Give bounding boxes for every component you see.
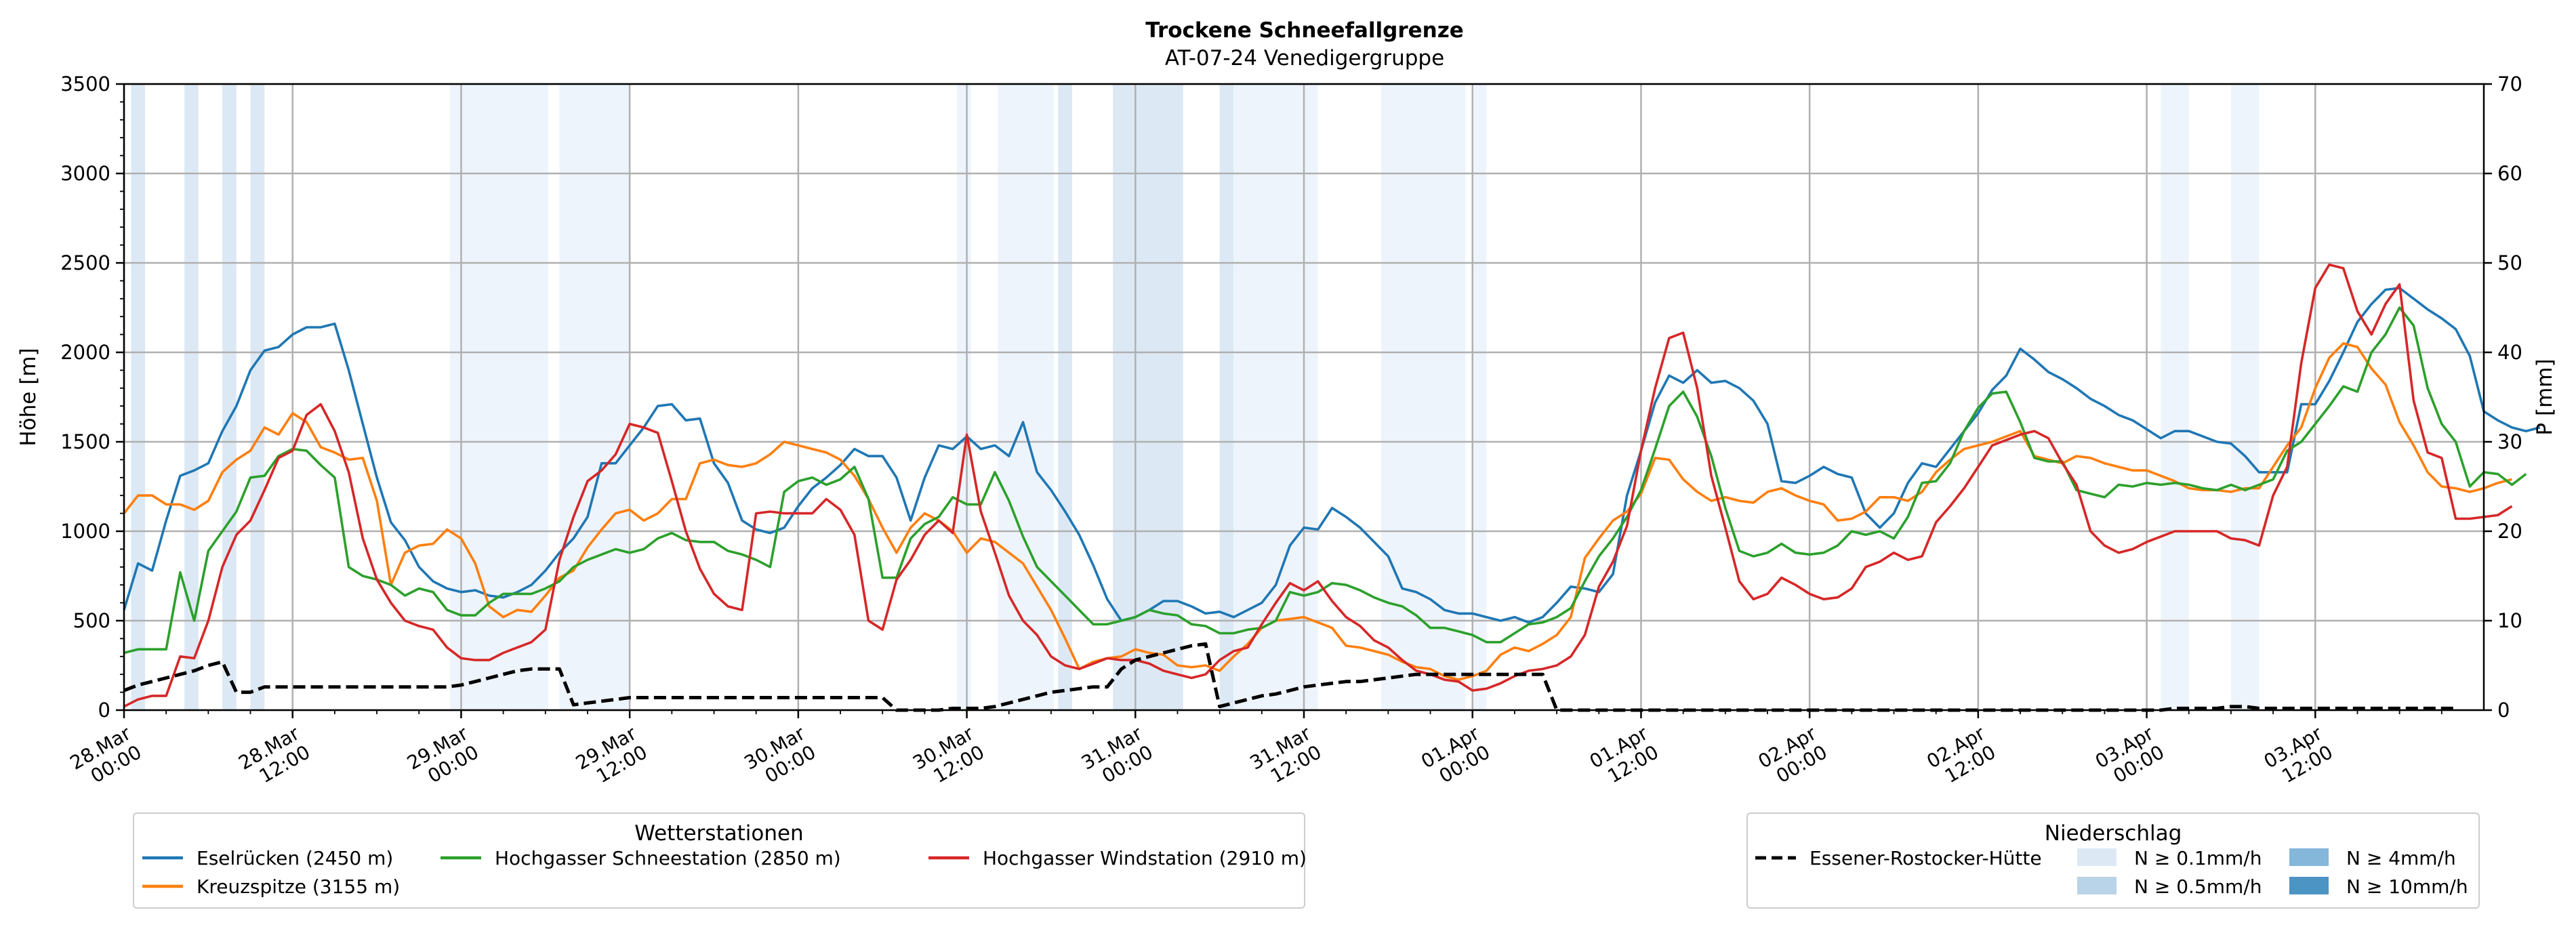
y2-tick-label-4: 40 <box>2497 341 2522 364</box>
precip-label-1: N ≥ 0.5mm/h <box>2134 875 2262 898</box>
y2-tick-label-5: 50 <box>2497 251 2522 274</box>
x-tick-label-12: 03.Apr00:00 <box>2091 722 2168 791</box>
x-tick-label-5: 30.Mar12:00 <box>909 722 988 793</box>
precip-swatch-1 <box>2077 877 2117 894</box>
x-tick-label-2: 29.Mar00:00 <box>403 722 483 793</box>
x-tick-label-7: 31.Mar12:00 <box>1246 722 1326 793</box>
y-tick-label-6: 3000 <box>60 162 110 185</box>
series-line-4 <box>123 642 2456 712</box>
precip-band-0 <box>131 84 146 710</box>
grid-lines <box>123 83 2484 711</box>
y-axis-label: Höhe [m] <box>16 348 41 446</box>
x-axis-ticks: 28.Mar00:00 28.Mar12:00 29.Mar00:00 29.Mar1… <box>66 710 2442 793</box>
y2-tick-label-3: 30 <box>2497 430 2522 453</box>
precip-band-14 <box>2161 84 2189 710</box>
precip-band-10 <box>1219 84 1234 710</box>
precip-band-15 <box>2230 84 2260 710</box>
y-tick-label-2: 1000 <box>60 520 110 543</box>
precip-band-2 <box>222 84 237 710</box>
x-tick-label-1: 28.Mar12:00 <box>234 722 314 793</box>
series-line-2 <box>123 306 2527 655</box>
legend-label-3: Hochgasser Windstation (2910 m) <box>983 847 1307 869</box>
precip-swatch-2 <box>2289 848 2329 866</box>
y-tick-label-3: 1500 <box>60 430 110 453</box>
precip-band-13 <box>1472 84 1487 710</box>
legend-stations-title: Wetterstationen <box>634 821 803 846</box>
precip-band-9 <box>1113 84 1183 710</box>
series-line-0 <box>123 287 2541 624</box>
x-tick-label-0: 28.Mar00:00 <box>66 722 146 793</box>
precip-band-8 <box>1058 84 1073 710</box>
chart-title: Trockene Schneefallgrenze <box>1145 18 1464 43</box>
precip-label-3: N ≥ 10mm/h <box>2346 875 2468 898</box>
chart-subtitle: AT-07-24 Venedigergruppe <box>1165 46 1444 70</box>
precip-band-6 <box>957 84 971 710</box>
y-tick-label-4: 2000 <box>60 341 110 364</box>
precip-band-11 <box>1233 84 1318 710</box>
legend-stations: Wetterstationen Eselrücken (2450 m) Kreuz… <box>133 812 1307 909</box>
x-tick-label-8: 01.Apr00:00 <box>1417 722 1494 791</box>
legend-stations-box <box>133 812 1305 909</box>
precip-band-4 <box>449 84 548 710</box>
y2-axis-label: P [mm] <box>2533 358 2557 435</box>
y2-axis-ticks: 0 10 20 30 40 50 60 70 <box>2484 73 2522 722</box>
precip-band-7 <box>998 84 1055 710</box>
x-tick-label-3: 29.Mar12:00 <box>572 722 651 793</box>
x-tick-label-10: 02.Apr00:00 <box>1755 722 1831 791</box>
y-tick-label-7: 3500 <box>60 73 110 96</box>
series-line-3 <box>123 263 2513 708</box>
y2-tick-label-7: 70 <box>2497 73 2522 96</box>
precip-label-0: N ≥ 0.1mm/h <box>2134 847 2262 869</box>
y2-tick-label-6: 60 <box>2497 162 2522 185</box>
legend-precip-title: Niederschlag <box>2045 821 2182 846</box>
precipitation-bands <box>131 84 2260 710</box>
y2-tick-label-1: 10 <box>2497 609 2522 632</box>
legend-label-2: Hochgasser Schneestation (2850 m) <box>495 847 841 869</box>
precip-band-3 <box>250 84 265 710</box>
series-line-1 <box>123 342 2512 681</box>
series-lines <box>123 263 2541 712</box>
x-tick-label-9: 01.Apr12:00 <box>1586 722 1662 791</box>
precip-swatch-3 <box>2289 877 2329 894</box>
legend-label-hut: Essener-Rostocker-Hütte <box>1810 847 2042 869</box>
precip-band-1 <box>184 84 199 710</box>
legend-precip: Niederschlag Essener-Rostocker-Hütte N ≥ … <box>1746 812 2480 909</box>
precip-band-12 <box>1381 84 1466 710</box>
precip-band-5 <box>559 84 630 710</box>
y-tick-label-0: 0 <box>98 699 110 722</box>
precip-swatch-0 <box>2077 848 2117 866</box>
x-tick-label-13: 03.Apr12:00 <box>2260 722 2337 791</box>
x-tick-label-4: 30.Mar00:00 <box>741 722 820 793</box>
y2-tick-label-2: 20 <box>2497 520 2522 543</box>
legend-label-0: Eselrücken (2450 m) <box>197 847 393 869</box>
y2-tick-label-0: 0 <box>2497 699 2510 722</box>
y-axis-ticks: 0 500 1000 1500 2000 2500 3000 3500 <box>60 73 124 722</box>
x-tick-label-6: 31.Mar00:00 <box>1078 722 1157 793</box>
legend-label-1: Kreuzspitze (3155 m) <box>197 875 400 898</box>
precip-label-2: N ≥ 4mm/h <box>2346 847 2456 869</box>
y-tick-label-5: 2500 <box>60 251 110 274</box>
y-tick-label-1: 500 <box>73 609 110 632</box>
x-tick-label-11: 02.Apr12:00 <box>1923 722 1999 791</box>
